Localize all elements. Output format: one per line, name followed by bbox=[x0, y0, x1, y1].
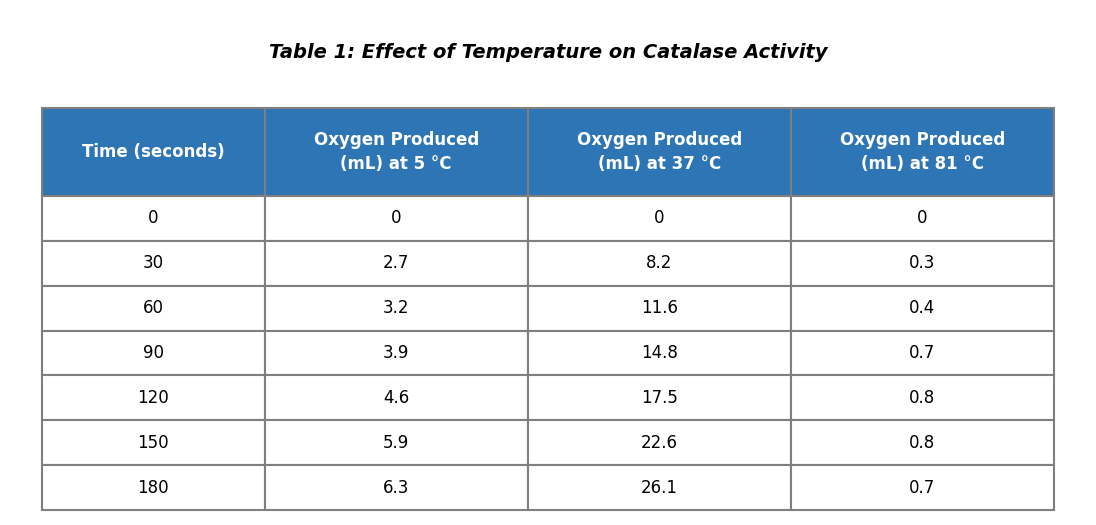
Text: 17.5: 17.5 bbox=[641, 389, 677, 407]
Bar bbox=[791, 465, 1054, 510]
Text: 150: 150 bbox=[137, 434, 169, 452]
Text: 0: 0 bbox=[654, 209, 664, 227]
Text: 120: 120 bbox=[137, 389, 169, 407]
Bar bbox=[42, 421, 264, 465]
Text: 0: 0 bbox=[148, 209, 159, 227]
Bar bbox=[264, 196, 528, 241]
Text: 0: 0 bbox=[391, 209, 401, 227]
Bar bbox=[264, 375, 528, 421]
Text: 0.7: 0.7 bbox=[910, 344, 936, 362]
Text: 30: 30 bbox=[142, 254, 164, 272]
Text: Table 1: Effect of Temperature on Catalase Activity: Table 1: Effect of Temperature on Catala… bbox=[269, 43, 827, 61]
Bar bbox=[791, 286, 1054, 331]
Text: 3.9: 3.9 bbox=[383, 344, 410, 362]
Bar bbox=[528, 286, 791, 331]
Bar bbox=[791, 241, 1054, 286]
Bar bbox=[264, 108, 528, 196]
Text: Time (seconds): Time (seconds) bbox=[82, 143, 225, 161]
Bar bbox=[42, 108, 264, 196]
Bar bbox=[528, 465, 791, 510]
Text: 0.3: 0.3 bbox=[910, 254, 936, 272]
Bar bbox=[42, 241, 264, 286]
Text: 8.2: 8.2 bbox=[647, 254, 673, 272]
Text: 0.7: 0.7 bbox=[910, 479, 936, 497]
Bar bbox=[264, 465, 528, 510]
Bar bbox=[264, 421, 528, 465]
Text: 11.6: 11.6 bbox=[641, 299, 677, 317]
Bar bbox=[791, 331, 1054, 375]
Bar bbox=[528, 331, 791, 375]
Bar bbox=[528, 108, 791, 196]
Text: 0.8: 0.8 bbox=[910, 434, 936, 452]
Text: Oxygen Produced
(mL) at 37 °C: Oxygen Produced (mL) at 37 °C bbox=[576, 131, 742, 173]
Bar bbox=[264, 331, 528, 375]
Text: 0.8: 0.8 bbox=[910, 389, 936, 407]
Bar bbox=[42, 196, 264, 241]
Text: 0.4: 0.4 bbox=[910, 299, 936, 317]
Bar bbox=[42, 375, 264, 421]
Text: 180: 180 bbox=[137, 479, 169, 497]
Text: 2.7: 2.7 bbox=[383, 254, 410, 272]
Bar bbox=[42, 286, 264, 331]
Text: 4.6: 4.6 bbox=[384, 389, 409, 407]
Bar bbox=[528, 196, 791, 241]
Text: 0: 0 bbox=[917, 209, 927, 227]
Text: 22.6: 22.6 bbox=[641, 434, 677, 452]
Text: 3.2: 3.2 bbox=[383, 299, 410, 317]
Bar bbox=[42, 331, 264, 375]
Bar bbox=[791, 421, 1054, 465]
Bar bbox=[264, 241, 528, 286]
Text: 26.1: 26.1 bbox=[641, 479, 677, 497]
Text: Oxygen Produced
(mL) at 5 °C: Oxygen Produced (mL) at 5 °C bbox=[313, 131, 479, 173]
Text: 6.3: 6.3 bbox=[383, 479, 410, 497]
Text: 5.9: 5.9 bbox=[384, 434, 409, 452]
Bar bbox=[528, 375, 791, 421]
Bar bbox=[791, 375, 1054, 421]
Bar bbox=[528, 241, 791, 286]
Bar bbox=[791, 108, 1054, 196]
Text: 60: 60 bbox=[142, 299, 163, 317]
Text: Oxygen Produced
(mL) at 81 °C: Oxygen Produced (mL) at 81 °C bbox=[840, 131, 1005, 173]
Bar bbox=[528, 421, 791, 465]
Bar bbox=[264, 286, 528, 331]
Bar bbox=[42, 465, 264, 510]
Text: 14.8: 14.8 bbox=[641, 344, 677, 362]
Text: 90: 90 bbox=[142, 344, 163, 362]
Bar bbox=[791, 196, 1054, 241]
